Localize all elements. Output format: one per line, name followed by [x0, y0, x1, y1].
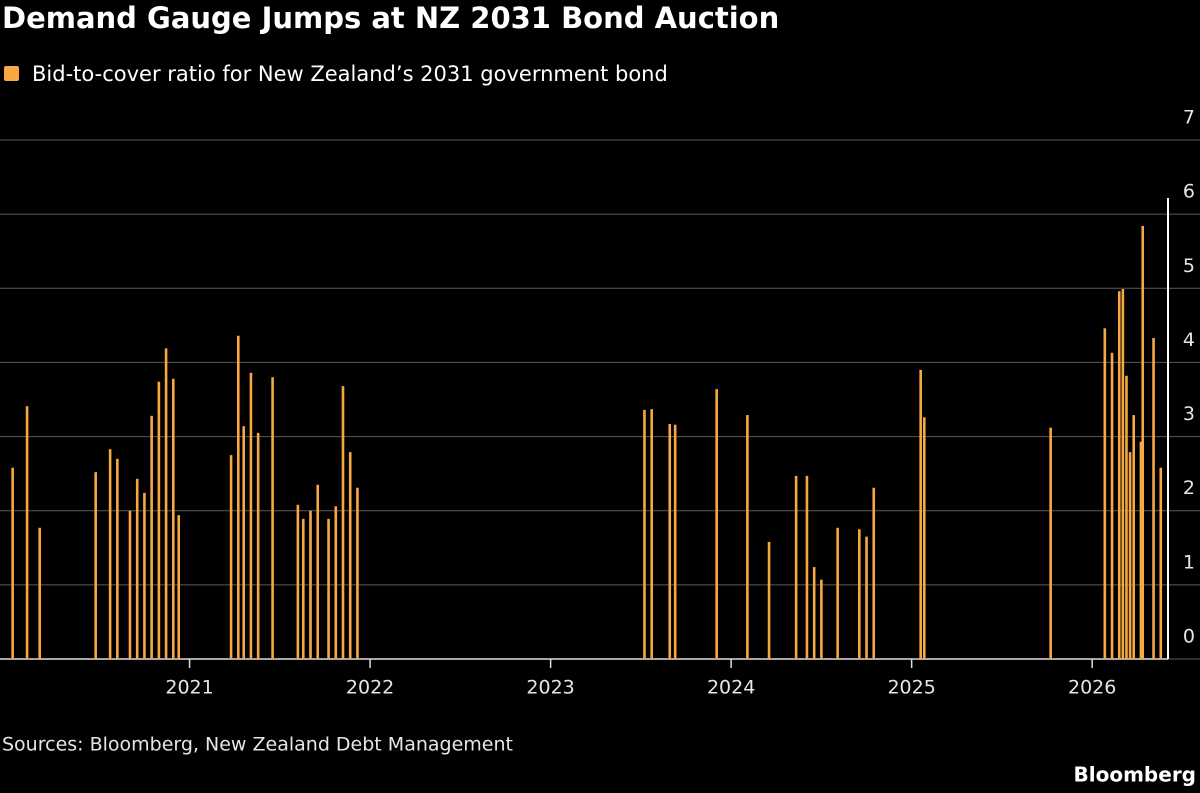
bar	[1121, 289, 1125, 659]
bar	[172, 378, 175, 659]
bar	[872, 487, 876, 659]
bar	[767, 541, 771, 659]
bar	[919, 369, 922, 659]
bar	[256, 432, 260, 659]
bar	[820, 579, 823, 659]
bar	[348, 452, 352, 659]
bar	[271, 377, 274, 659]
bar	[1159, 467, 1163, 659]
bar	[38, 527, 42, 659]
bar	[1132, 415, 1136, 659]
bar	[229, 455, 233, 659]
y-tick-label: 0	[1183, 626, 1195, 648]
bar	[128, 510, 132, 659]
bar	[341, 386, 345, 659]
bar	[794, 475, 798, 659]
bar	[715, 389, 718, 659]
bar	[1117, 291, 1121, 659]
bar	[143, 492, 146, 659]
bar	[1049, 427, 1052, 659]
bar	[805, 475, 809, 659]
y-tick-label: 3	[1183, 403, 1195, 425]
bar	[301, 518, 305, 659]
bar	[1141, 226, 1145, 659]
legend-label: Bid-to-cover ratio for New Zealand’s 203…	[32, 62, 668, 86]
y-tick-label: 1	[1183, 551, 1195, 573]
y-tick-label: 5	[1183, 255, 1195, 277]
bar	[1152, 337, 1155, 659]
bar	[116, 458, 119, 659]
bar	[150, 415, 153, 659]
brand-logo: Bloomberg	[1074, 763, 1196, 787]
bar	[296, 504, 300, 659]
bar	[94, 472, 97, 659]
source-note: Sources: Bloomberg, New Zealand Debt Man…	[2, 734, 513, 756]
bar	[650, 409, 653, 659]
bar	[157, 381, 161, 659]
y-tick-label: 7	[1183, 107, 1195, 129]
bar	[812, 567, 816, 659]
bar	[643, 409, 646, 659]
bar	[334, 506, 338, 659]
bar	[327, 518, 330, 659]
bar	[1139, 441, 1143, 659]
x-tick-label: 2021	[165, 677, 213, 699]
y-tick-label: 2	[1183, 477, 1195, 499]
bar	[746, 415, 749, 659]
bar	[1110, 352, 1114, 659]
x-tick-label: 2023	[526, 677, 574, 699]
bar	[922, 417, 926, 659]
bar	[135, 478, 139, 659]
bar	[164, 348, 168, 659]
bar	[11, 467, 14, 659]
bar	[177, 515, 181, 659]
y-tick-label: 4	[1183, 329, 1195, 351]
bar	[356, 487, 359, 659]
bar	[865, 536, 868, 659]
bar	[108, 449, 112, 659]
bar	[836, 527, 839, 659]
chart-title: Demand Gauge Jumps at NZ 2031 Bond Aucti…	[2, 1, 779, 35]
bar	[1125, 375, 1128, 659]
x-tick-label: 2025	[887, 677, 935, 699]
bar	[673, 424, 677, 659]
bar	[25, 406, 29, 659]
bar	[668, 423, 672, 659]
x-tick-label: 2026	[1068, 677, 1116, 699]
x-tick-label: 2022	[346, 677, 394, 699]
bar	[249, 372, 253, 659]
bar	[1128, 452, 1132, 659]
bar	[316, 484, 320, 659]
legend-swatch	[4, 66, 19, 81]
bar	[1103, 328, 1107, 659]
bar	[309, 510, 312, 659]
bar	[858, 529, 861, 659]
y-tick-label: 6	[1183, 181, 1195, 203]
bar	[242, 426, 246, 659]
x-tick-label: 2024	[707, 677, 755, 699]
bar	[236, 335, 240, 659]
